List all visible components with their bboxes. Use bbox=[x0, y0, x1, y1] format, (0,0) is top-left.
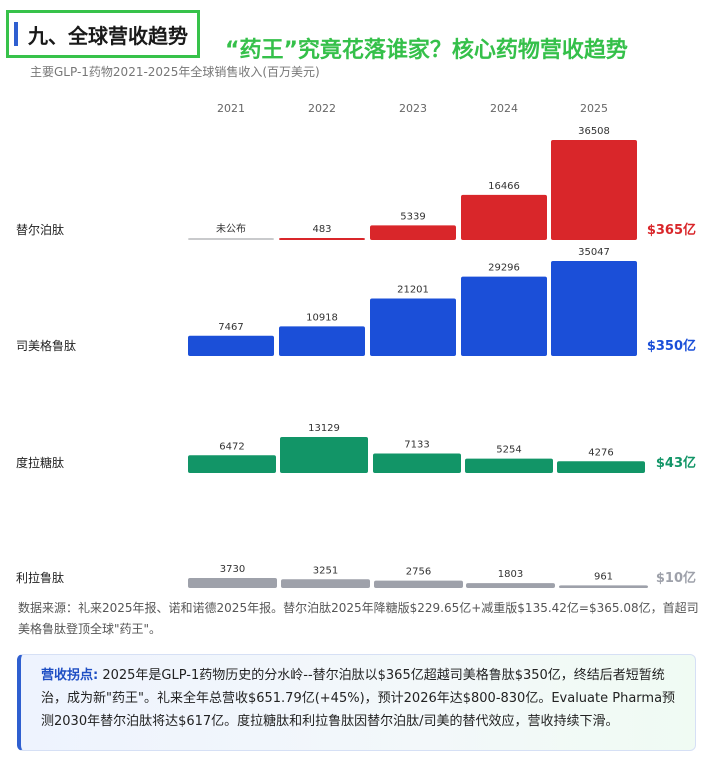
data-label: 7467 bbox=[218, 322, 243, 333]
revenue-chart: 2021 2022 2023 2024 2025 替尔泊肽 未公布 483 5339 16466 3… bbox=[16, 102, 696, 588]
year-label-2022: 2022 bbox=[308, 102, 336, 115]
bar bbox=[461, 194, 547, 240]
data-label: 6472 bbox=[219, 441, 244, 452]
series-label: 度拉糖肽 bbox=[16, 455, 64, 470]
data-label: 483 bbox=[312, 224, 331, 235]
bar bbox=[559, 585, 648, 588]
bar bbox=[370, 225, 456, 240]
data-label: 21201 bbox=[397, 285, 429, 296]
total-label: $43亿 bbox=[656, 455, 696, 471]
bar bbox=[281, 579, 370, 588]
data-label: 7133 bbox=[404, 439, 429, 450]
bar bbox=[188, 238, 274, 240]
data-label: 4276 bbox=[588, 447, 613, 458]
bar bbox=[280, 437, 368, 473]
section-accent-bar bbox=[14, 22, 18, 46]
total-label: $10亿 bbox=[656, 570, 696, 586]
bar bbox=[370, 298, 456, 356]
bar bbox=[188, 455, 276, 473]
series-label: 司美格鲁肽 bbox=[16, 338, 76, 353]
series-label: 利拉鲁肽 bbox=[16, 570, 64, 585]
source-note: 数据来源：礼来2025年报、诺和诺德2025年报。替尔泊肽2025年降糖版$22… bbox=[18, 601, 699, 636]
bar bbox=[373, 453, 461, 473]
bar bbox=[279, 238, 365, 240]
data-label: 5254 bbox=[496, 445, 521, 456]
data-label: 29296 bbox=[488, 263, 520, 274]
bar bbox=[465, 458, 553, 473]
bar bbox=[551, 261, 637, 356]
headline: “药王”究竟花落谁家？核心药物营收趋势 bbox=[225, 38, 628, 63]
bar bbox=[461, 276, 547, 356]
section-header-box bbox=[6, 10, 200, 58]
data-label: 5339 bbox=[400, 211, 425, 222]
bar bbox=[374, 580, 463, 588]
data-label: 961 bbox=[594, 571, 613, 582]
data-label: 未公布 bbox=[216, 223, 246, 235]
data-label: 3730 bbox=[220, 564, 245, 575]
callout-label: 营收拐点: bbox=[41, 668, 99, 683]
bar bbox=[188, 578, 277, 588]
data-label: 1803 bbox=[498, 569, 523, 580]
callout-text: 2025年是GLP-1药物历史的分水岭--替尔泊肽以$365亿超越司美格鲁肽$3… bbox=[41, 668, 676, 729]
insight-callout: 营收拐点: 2025年是GLP-1药物历史的分水岭--替尔泊肽以$365亿超越司… bbox=[17, 654, 696, 751]
total-label: $350亿 bbox=[647, 338, 696, 354]
year-label-2023: 2023 bbox=[399, 102, 427, 115]
section-title: 九、全球营收趋势 bbox=[28, 24, 188, 48]
data-label: 36508 bbox=[578, 126, 610, 137]
bar bbox=[551, 140, 637, 240]
chart-subtitle: 主要GLP-1药物2021-2025年全球销售收入(百万美元) bbox=[30, 65, 320, 79]
data-label: 35047 bbox=[578, 247, 610, 258]
data-label: 16466 bbox=[488, 181, 520, 192]
series-label: 替尔泊肽 bbox=[16, 222, 64, 237]
data-label: 3251 bbox=[313, 565, 338, 576]
year-label-2025: 2025 bbox=[580, 102, 608, 115]
year-label-2021: 2021 bbox=[217, 102, 245, 115]
bar bbox=[188, 335, 274, 356]
data-label: 13129 bbox=[308, 423, 340, 434]
data-label: 2756 bbox=[406, 567, 431, 578]
bar bbox=[279, 326, 365, 356]
bar bbox=[466, 583, 555, 588]
bar bbox=[557, 461, 645, 473]
year-label-2024: 2024 bbox=[490, 102, 518, 115]
total-label: $365亿 bbox=[647, 222, 696, 238]
data-label: 10918 bbox=[306, 312, 338, 323]
